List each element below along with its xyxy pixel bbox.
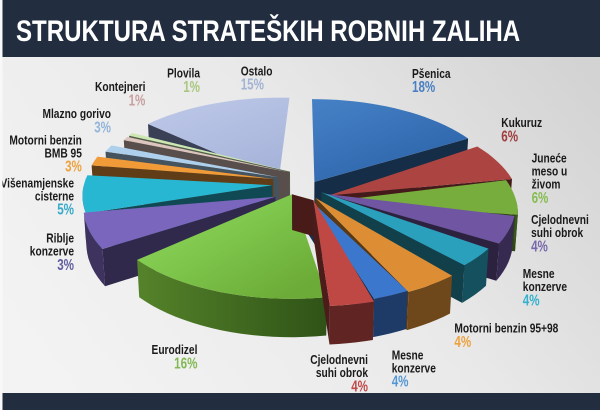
svg-text:3%: 3% [57,256,74,273]
svg-text:4%: 4% [392,373,409,390]
svg-text:suhi obrok: suhi obrok [531,226,584,240]
svg-text:Mlazno gorivo: Mlazno gorivo [42,107,111,121]
svg-text:16%: 16% [174,355,197,372]
svg-text:STRUKTURA STRATEŠKIH ROBNIH ZA: STRUKTURA STRATEŠKIH ROBNIH ZALIHA [16,12,520,47]
svg-text:Kontejneri: Kontejneri [95,80,145,94]
svg-text:4%: 4% [351,378,368,395]
svg-text:živom: živom [532,177,561,191]
svg-text:Ostalo: Ostalo [241,64,273,78]
svg-text:cisterne: cisterne [35,189,75,203]
svg-text:Riblje: Riblje [46,231,74,245]
svg-text:15%: 15% [241,76,264,93]
svg-text:meso u: meso u [532,164,568,178]
svg-text:Višenamjenske: Višenamjenske [1,176,75,190]
svg-text:5%: 5% [57,201,74,218]
svg-text:Plovila: Plovila [167,66,200,80]
svg-text:konzerve: konzerve [392,361,437,375]
svg-text:konzerve: konzerve [30,244,75,258]
svg-text:4%: 4% [531,238,548,255]
svg-text:3%: 3% [65,158,82,175]
svg-text:Mesne: Mesne [523,267,555,281]
svg-text:Cjelodnevni: Cjelodnevni [531,213,589,227]
svg-text:Pšenica: Pšenica [412,67,451,81]
svg-text:3%: 3% [94,119,111,136]
svg-text:konzerve: konzerve [523,280,568,294]
svg-text:4%: 4% [523,292,540,309]
svg-text:1%: 1% [129,92,146,109]
svg-text:6%: 6% [501,128,518,145]
svg-text:Juneće: Juneće [532,151,568,165]
svg-text:1%: 1% [183,78,200,95]
svg-text:suhi obrok: suhi obrok [316,366,369,380]
svg-text:Cjelodnevni: Cjelodnevni [310,353,368,367]
svg-text:Motorni benzin: Motorni benzin [9,133,81,147]
svg-text:Kukuruz: Kukuruz [501,116,542,130]
svg-text:BMB 95: BMB 95 [45,146,83,160]
svg-text:Motorni benzin 95+98: Motorni benzin 95+98 [454,321,558,335]
svg-text:Eurodizel: Eurodizel [152,343,198,357]
svg-text:6%: 6% [532,189,549,206]
svg-text:4%: 4% [454,333,471,350]
svg-text:18%: 18% [412,79,435,96]
svg-text:Mesne: Mesne [392,348,424,362]
